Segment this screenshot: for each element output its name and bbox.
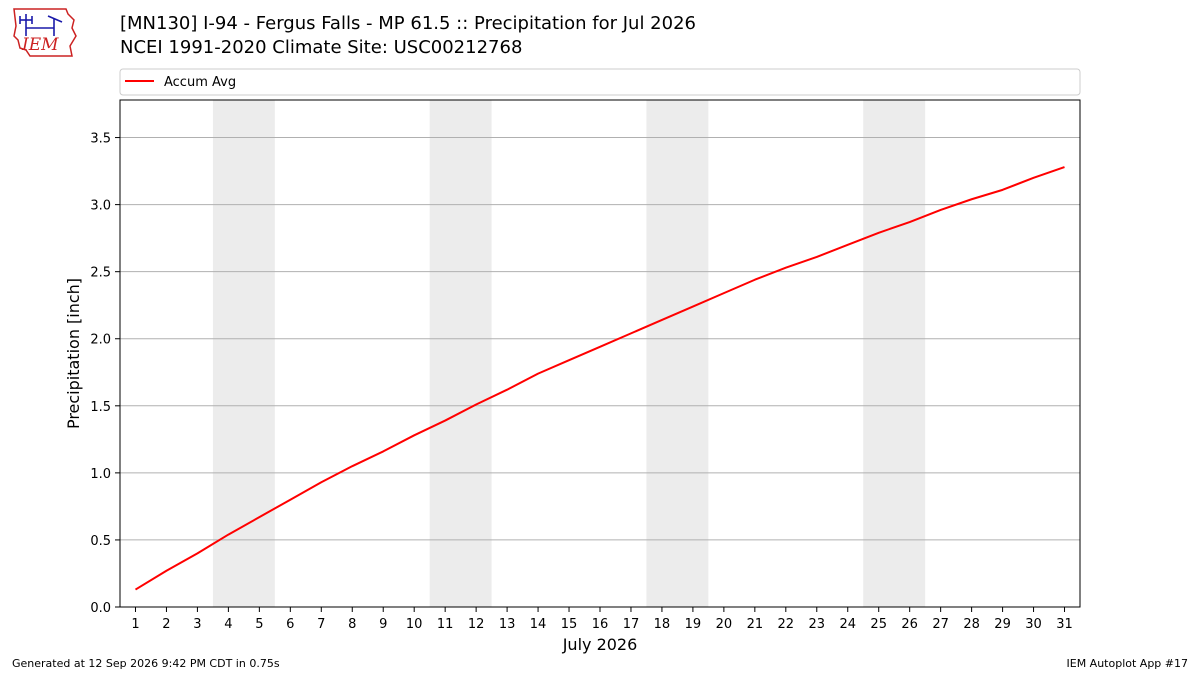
legend: Accum Avg <box>119 68 1081 96</box>
weekend-band <box>212 100 275 607</box>
x-tick-label: 23 <box>809 617 826 632</box>
x-tick-label: 21 <box>747 617 764 632</box>
x-tick-label: 13 <box>499 617 516 632</box>
x-tick-label: 26 <box>901 617 918 632</box>
x-tick-label: 30 <box>1025 617 1042 632</box>
x-tick-label: 7 <box>317 617 325 632</box>
x-tick-label: 18 <box>654 617 671 632</box>
x-tick-label: 10 <box>406 617 423 632</box>
y-tick-label: 3.0 <box>90 199 111 214</box>
y-tick-label: 1.5 <box>90 400 111 415</box>
y-tick-label: 2.0 <box>90 333 111 348</box>
weekend-band <box>429 100 492 607</box>
weather-station-icon <box>19 14 63 36</box>
series-lines <box>134 166 1065 591</box>
weekend-band <box>646 100 709 607</box>
x-tick-label: 31 <box>1056 617 1073 632</box>
x-tick-label: 8 <box>348 617 356 632</box>
x-tick-label: 27 <box>932 617 949 632</box>
y-axis: 0.0 0.5 1.0 1.5 2.0 2.5 3.0 3.5 <box>90 132 120 616</box>
title-line-2: NCEI 1991-2020 Climate Site: USC00212768 <box>120 37 523 58</box>
x-tick-label: 5 <box>255 617 263 632</box>
x-tick-label: 28 <box>963 617 980 632</box>
x-tick-label: 4 <box>224 617 232 632</box>
y-tick-label: 0.5 <box>90 534 111 549</box>
x-tick-label: 24 <box>839 617 856 632</box>
x-tick-label: 3 <box>193 617 201 632</box>
y-tick-label: 1.0 <box>90 467 111 482</box>
x-tick-label: 17 <box>623 617 640 632</box>
title-line-1: [MN130] I-94 - Fergus Falls - MP 61.5 ::… <box>120 13 696 34</box>
iowa-outline-icon <box>13 8 77 57</box>
legend-label: Accum Avg <box>164 75 236 90</box>
grid-lines <box>120 137 1080 541</box>
x-tick-label: 12 <box>468 617 485 632</box>
logo-text: IEM <box>21 35 59 55</box>
weekend-band <box>863 100 926 607</box>
y-tick-label: 2.5 <box>90 266 111 281</box>
x-tick-label: 22 <box>778 617 795 632</box>
y-tick-label: 3.5 <box>90 132 111 147</box>
y-tick-label: 0.0 <box>90 601 111 616</box>
x-tick-label: 14 <box>530 617 547 632</box>
x-tick-label: 9 <box>379 617 387 632</box>
weekend-bands <box>212 100 926 607</box>
x-tick-label: 15 <box>561 617 578 632</box>
x-tick-label: 29 <box>994 617 1011 632</box>
x-tick-label: 6 <box>286 617 294 632</box>
generated-timestamp: Generated at 12 Sep 2026 9:42 PM CDT in … <box>12 657 280 670</box>
x-tick-label: 11 <box>437 617 454 632</box>
x-tick-label: 20 <box>716 617 733 632</box>
y-axis-label: Precipitation [inch] <box>64 278 83 429</box>
x-tick-label: 2 <box>162 617 170 632</box>
series-line-accum-avg <box>134 166 1065 591</box>
x-tick-label: 19 <box>685 617 702 632</box>
chart-title: [MN130] I-94 - Fergus Falls - MP 61.5 ::… <box>120 12 696 60</box>
x-axis-label: July 2026 <box>562 635 638 654</box>
x-tick-label: 25 <box>870 617 887 632</box>
legend-box <box>119 68 1081 96</box>
x-axis: 1 2 3 4 5 6 7 8 9 10 11 12 13 14 15 16 17 18 19 20 21 22 23 24 2… <box>131 607 1073 632</box>
x-tick-label: 1 <box>131 617 139 632</box>
x-tick-label: 16 <box>592 617 609 632</box>
iem-logo: IEM <box>13 8 77 57</box>
app-id-label: IEM Autoplot App #17 <box>1066 657 1189 670</box>
